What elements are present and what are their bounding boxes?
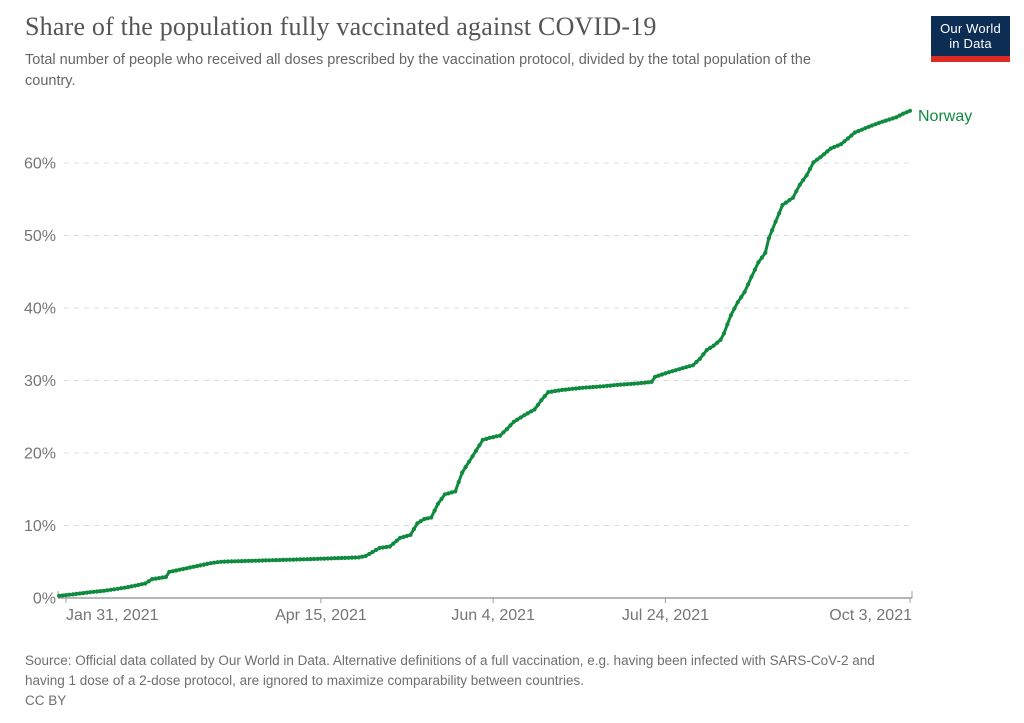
svg-text:60%: 60% <box>24 156 56 173</box>
owid-logo-line1: Our World <box>940 21 1001 36</box>
chart-footer: Source: Official data collated by Our Wo… <box>25 651 1024 711</box>
owid-logo: Our World in Data <box>931 16 1010 62</box>
svg-text:0%: 0% <box>33 591 56 608</box>
svg-text:Apr 15, 2021: Apr 15, 2021 <box>275 607 367 624</box>
svg-text:40%: 40% <box>24 301 56 318</box>
owid-logo-text: Our World in Data <box>931 16 1010 56</box>
license-note: CC BY <box>25 693 67 708</box>
svg-text:30%: 30% <box>24 373 56 390</box>
svg-text:Oct 3, 2021: Oct 3, 2021 <box>829 607 912 624</box>
chart-subtitle: Total number of people who received all … <box>25 52 811 90</box>
svg-text:Jul 24, 2021: Jul 24, 2021 <box>622 607 709 624</box>
owid-logo-red-bar <box>931 56 1010 62</box>
svg-text:20%: 20% <box>24 446 56 463</box>
series-label-norway: Norway <box>918 107 973 125</box>
owid-logo-line2: in Data <box>949 36 992 51</box>
source-note-line1: Source: Official data collated by Our Wo… <box>25 653 875 668</box>
svg-text:50%: 50% <box>24 228 56 245</box>
page-title: Share of the population fully vaccinated… <box>25 12 657 41</box>
svg-text:Jun 4, 2021: Jun 4, 2021 <box>451 607 535 624</box>
source-note-line2: having 1 dose of a 2-dose protocol, are … <box>25 673 585 688</box>
svg-text:10%: 10% <box>24 518 56 535</box>
svg-text:Jan 31, 2021: Jan 31, 2021 <box>66 607 159 624</box>
